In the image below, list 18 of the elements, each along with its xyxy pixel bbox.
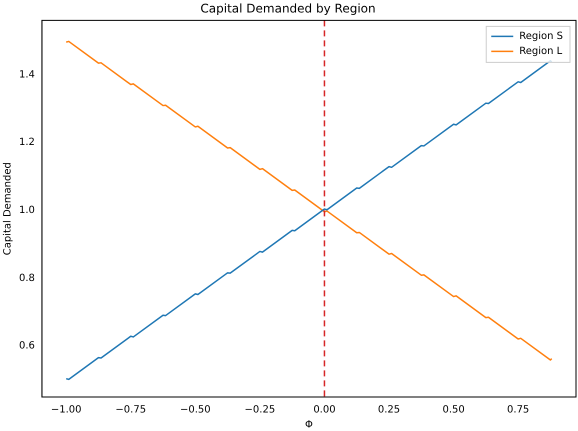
x-tick-label: 0.50 <box>442 404 465 416</box>
y-axis-title: Capital Demanded <box>2 162 14 256</box>
x-tick-label: −0.75 <box>115 404 146 416</box>
legend-label: Region L <box>519 46 563 57</box>
x-tick-label: −0.25 <box>244 404 276 416</box>
y-tick-label: 1.4 <box>18 69 35 80</box>
x-tick-label: −0.50 <box>180 404 211 416</box>
y-tick-label: 0.6 <box>18 340 35 352</box>
x-tick-label: 0.25 <box>378 404 400 416</box>
x-tick-label: 0.75 <box>507 404 530 416</box>
y-tick-label: 0.8 <box>18 272 35 284</box>
legend-label: Region S <box>519 30 564 42</box>
y-tick-label: 1.2 <box>18 137 35 148</box>
x-axis-title: Φ <box>305 420 314 431</box>
y-tick-label: 1.0 <box>18 204 35 216</box>
x-tick-label: 0.00 <box>313 404 336 416</box>
x-tick-label: −1.00 <box>50 404 82 416</box>
chart-title: Capital Demanded by Region <box>200 1 376 16</box>
